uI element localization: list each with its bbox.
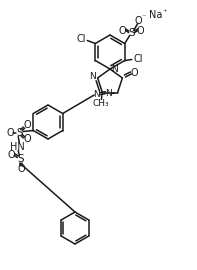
Text: O: O: [119, 25, 126, 35]
Text: N: N: [112, 65, 118, 73]
Text: Cl: Cl: [134, 53, 143, 63]
Text: CH₃: CH₃: [92, 99, 109, 108]
Text: O: O: [7, 127, 14, 137]
Text: HN: HN: [10, 141, 25, 151]
Text: O: O: [18, 164, 25, 174]
Text: O: O: [23, 134, 31, 144]
Text: ⁺: ⁺: [163, 8, 167, 17]
Text: S: S: [16, 127, 23, 137]
Text: N: N: [89, 72, 96, 82]
Text: O: O: [137, 25, 145, 35]
Text: O: O: [135, 15, 143, 25]
Text: N: N: [93, 90, 100, 99]
Text: Cl: Cl: [76, 33, 86, 43]
Text: ⁻: ⁻: [141, 12, 146, 21]
Text: O: O: [7, 150, 15, 160]
Text: O: O: [131, 68, 138, 78]
Text: Na: Na: [149, 11, 162, 21]
Text: S: S: [128, 29, 135, 39]
Text: N: N: [105, 89, 112, 98]
Text: O: O: [23, 120, 31, 130]
Text: S: S: [17, 154, 24, 164]
